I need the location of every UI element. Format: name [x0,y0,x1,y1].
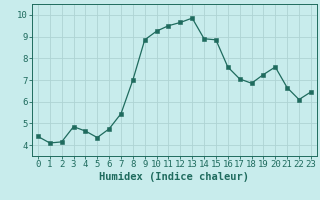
X-axis label: Humidex (Indice chaleur): Humidex (Indice chaleur) [100,172,249,182]
